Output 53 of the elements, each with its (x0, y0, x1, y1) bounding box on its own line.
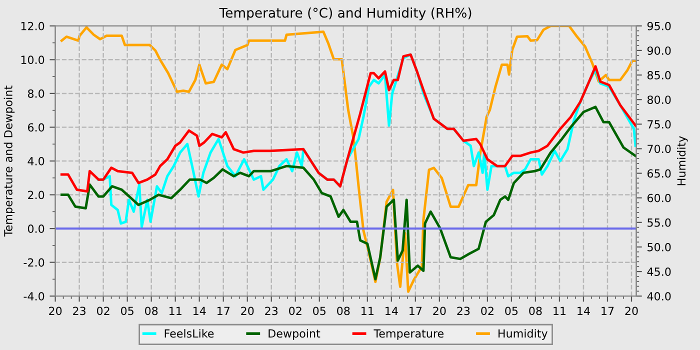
y-tick-label: -2.0 (24, 258, 44, 267)
x-tick-label: 20 (433, 306, 446, 316)
x-tick-label: 14 (386, 306, 398, 315)
y-tick-label: 4.0 (28, 156, 44, 166)
y-tick-label: 10.0 (21, 56, 44, 64)
y2-tick-label: 45.0 (647, 268, 671, 276)
y2-tick-label: 50.0 (648, 242, 671, 252)
y2-tick-label: 85.0 (647, 71, 671, 80)
y-axis-title: Temperature and Dewpoint (4, 86, 15, 237)
y-tick-label: 12.0 (21, 22, 44, 30)
x-tick-label: 05 (505, 306, 518, 316)
x-tick-label: 23 (457, 306, 470, 316)
y-tick-label: 2.0 (28, 190, 44, 200)
y2-tick-label: 80.0 (647, 96, 671, 104)
x-tick-label: 23 (73, 306, 86, 316)
x-tick-label: 08 (144, 306, 158, 316)
y2-tick-label: 95.0 (647, 22, 671, 30)
x-tick-label: 20 (49, 306, 62, 316)
x-tick-label: 11 (554, 306, 566, 315)
x-tick-label: 17 (602, 306, 614, 315)
x-tick-label: 08 (337, 306, 350, 316)
y-tick-label: 8.0 (28, 89, 44, 98)
x-tick-label: 17 (218, 306, 230, 315)
legend-label: Temperature (374, 329, 444, 340)
chart-title: Temperature (°C) and Humidity (RH%) (219, 8, 472, 20)
y2-tick-label: 75.0 (648, 120, 671, 129)
legend-label: FeelsLike (164, 329, 214, 338)
x-tick-label: 05 (313, 306, 326, 316)
x-tick-label: 17 (410, 306, 422, 315)
legend-label: Humidity (498, 329, 548, 340)
x-tick-label: 02 (289, 306, 302, 316)
x-tick-label: 20 (241, 306, 254, 316)
legend-label: Dewpoint (268, 329, 320, 340)
x-tick-label: 11 (169, 306, 182, 315)
y2-tick-label: 40.0 (647, 292, 671, 300)
y2-tick-label: 65.0 (647, 169, 671, 178)
x-tick-label: 02 (96, 306, 110, 316)
y2-tick-label: 90.0 (647, 46, 671, 55)
y2-tick-label: 55.0 (648, 218, 671, 227)
y2-tick-label: 70.0 (648, 144, 671, 154)
x-tick-label: 08 (529, 306, 542, 316)
x-tick-label: 14 (578, 306, 590, 315)
x-tick-label: 05 (120, 306, 134, 316)
y-tick-label: 0.0 (28, 224, 44, 233)
x-tick-label: 02 (481, 306, 494, 316)
x-tick-label: 20 (625, 306, 638, 316)
y-tick-label: -4.0 (24, 292, 44, 300)
y2-tick-label: 60.0 (647, 194, 671, 202)
x-tick-label: 14 (194, 306, 206, 315)
x-tick-label: 11 (362, 306, 374, 315)
y-tick-label: 6.0 (28, 123, 44, 132)
y2-axis-title: Humidity (677, 136, 688, 186)
x-tick-label: 23 (265, 306, 278, 316)
